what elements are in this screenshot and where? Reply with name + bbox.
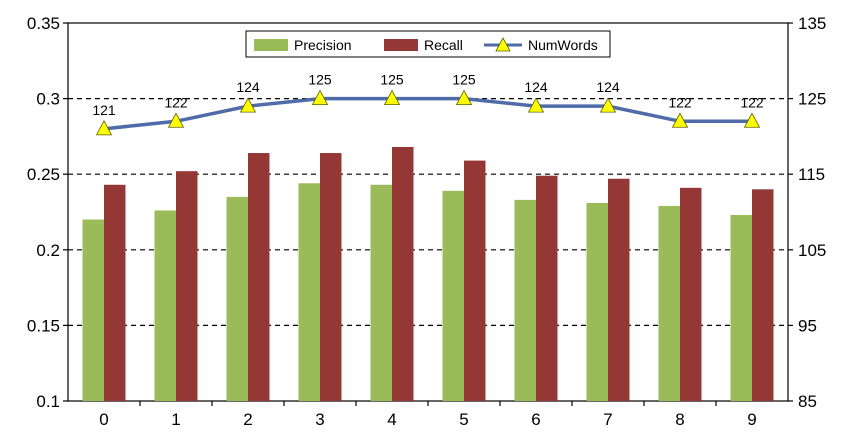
right-axis-tick-label: 105 [798,241,826,260]
bar-recall [104,184,126,401]
x-axis-tick-label: 4 [387,410,396,429]
x-axis-tick-label: 1 [171,410,180,429]
bars [82,146,774,401]
right-axis-tick-label: 135 [798,14,826,33]
left-axis-tick-label: 0.15 [27,316,60,335]
x-axis-tick-label: 2 [243,410,252,429]
legend-label-recall: Recall [424,37,463,53]
numwords-data-label: 125 [380,72,404,88]
bar-precision [442,190,464,401]
numwords-marker [311,89,329,105]
numwords-data-label: 121 [92,102,116,118]
numwords-line: 121 122 124 125 125 125 124 124 122 122 [92,72,764,136]
bar-recall [608,178,630,401]
bar-recall [176,171,198,401]
bar-precision [658,205,680,401]
numwords-marker [455,89,473,105]
left-axis-tick-label: 0.2 [36,241,60,260]
bar-precision [514,199,536,401]
right-axis-tick-label: 115 [798,165,825,184]
left-axis-tick-label: 0.3 [36,90,60,109]
bar-recall [248,153,270,401]
numwords-marker [383,89,401,105]
numwords-marker [239,97,257,113]
x-axis-tick-label: 7 [603,410,612,429]
legend-label-precision: Precision [294,37,352,53]
right-axis-tick-label: 95 [798,316,817,335]
bar-precision [586,202,608,401]
bar-precision [730,215,752,401]
numwords-marker [167,112,185,128]
legend-label-numwords: NumWords [528,37,598,53]
bar-precision [226,196,248,401]
x-axis-tick-label: 3 [315,410,324,429]
legend-box [245,30,611,58]
numwords-marker [599,97,617,113]
right-axis-tick-label: 85 [798,392,817,411]
bar-precision [82,219,104,401]
x-axis-tick-label: 5 [459,410,468,429]
x-axis-tick-label: 9 [747,410,756,429]
bar-precision [298,183,320,401]
bar-recall [536,175,558,401]
numwords-series-line [103,96,752,131]
bar-recall [680,187,702,401]
numwords-marker [671,112,689,128]
numwords-data-label: 125 [452,72,476,88]
legend-marker-numwords [495,37,511,52]
numwords-marker [95,119,113,136]
x-axis-tick-label: 8 [675,410,684,429]
bar-recall [392,146,414,401]
legend-swatch-precision [254,39,288,51]
bar-precision [370,184,392,401]
bar-recall [320,153,342,401]
numwords-marker [743,112,761,128]
bar-precision [154,210,176,401]
left-axis-tick-label: 0.1 [36,392,60,411]
left-axis-tick-label: 0.25 [27,165,60,184]
numwords-data-label: 122 [740,94,764,110]
right-axis-tick-label: 125 [798,90,826,109]
numwords-data-label: 122 [668,94,692,110]
numwords-data-label: 124 [596,79,620,95]
numwords-marker [527,97,545,113]
x-axis-tick-label: 6 [531,410,540,429]
x-axis-tick-label: 0 [99,410,108,429]
bar-recall [464,160,486,401]
bar-recall [752,189,774,401]
legend: Precision Recall NumWords [245,30,611,58]
numwords-data-label: 125 [308,72,332,88]
numwords-data-label: 122 [164,94,188,110]
numwords-data-label: 124 [524,79,548,95]
left-axis-tick-label: 0.35 [27,14,60,33]
numwords-data-label: 124 [236,79,260,95]
legend-swatch-recall [384,39,418,51]
